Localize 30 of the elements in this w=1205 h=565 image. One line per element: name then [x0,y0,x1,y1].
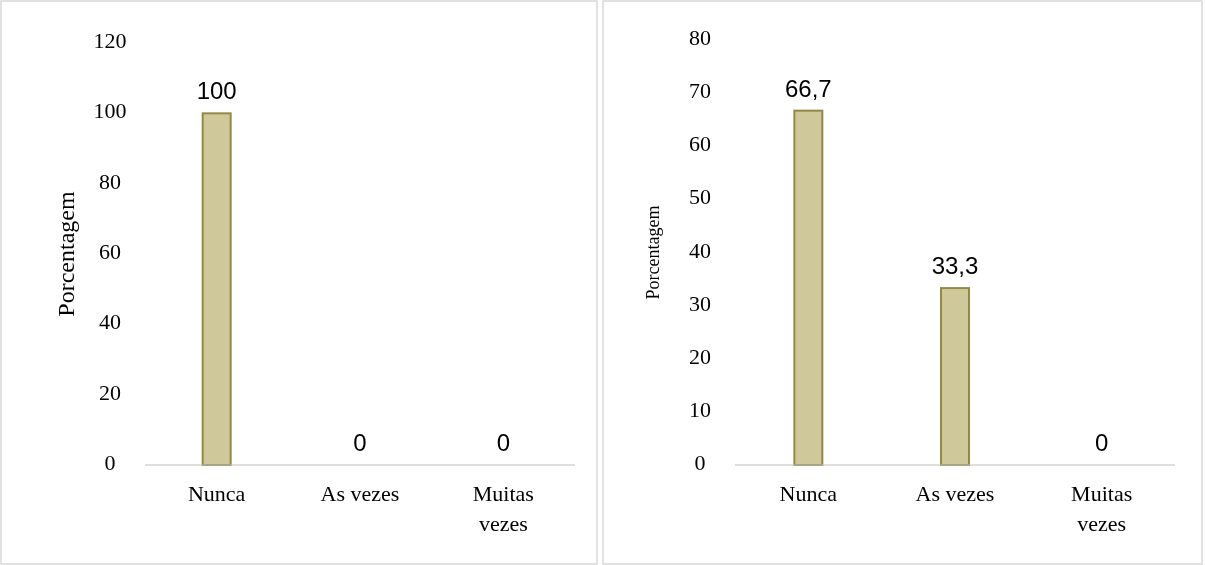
y-tick-label: 80 [689,25,711,51]
y-axis-title: Porcentagem [643,205,664,300]
x-tick-label: Muitas vezes [472,481,534,536]
data-label: 33,3 [931,252,979,280]
y-tick-label: 20 [689,343,711,369]
y-tick-label: 30 [689,290,711,316]
y-tick-label: 100 [93,98,127,124]
y-tick-label: 120 [93,28,127,54]
y-tick-label: 60 [689,131,711,157]
data-label: 0 [1094,429,1109,456]
y-tick-label: 10 [689,396,711,422]
data-label: 66,7 [784,74,832,102]
data-label: 100 [196,77,237,105]
y-tick-label: 0 [694,450,706,476]
x-tick-label: As vezes [320,481,400,506]
y-tick-label: 60 [99,239,121,265]
data-label: 0 [496,429,511,456]
y-tick-label: 50 [689,184,711,210]
data-label: 0 [353,429,367,456]
y-tick-label: 40 [689,237,711,263]
y-axis-title: Porcentagem [52,191,79,317]
x-tick-label: Nunca [187,481,246,506]
y-tick-label: 20 [99,379,121,405]
x-tick-label: Muitas vezes [1071,481,1133,536]
x-tick-label: As vezes [915,481,995,506]
x-tick-label: Nunca [779,481,838,506]
y-tick-label: 40 [99,309,121,335]
y-tick-label: 0 [104,450,116,476]
y-tick-label: 80 [99,168,121,194]
y-tick-label: 70 [689,78,711,104]
